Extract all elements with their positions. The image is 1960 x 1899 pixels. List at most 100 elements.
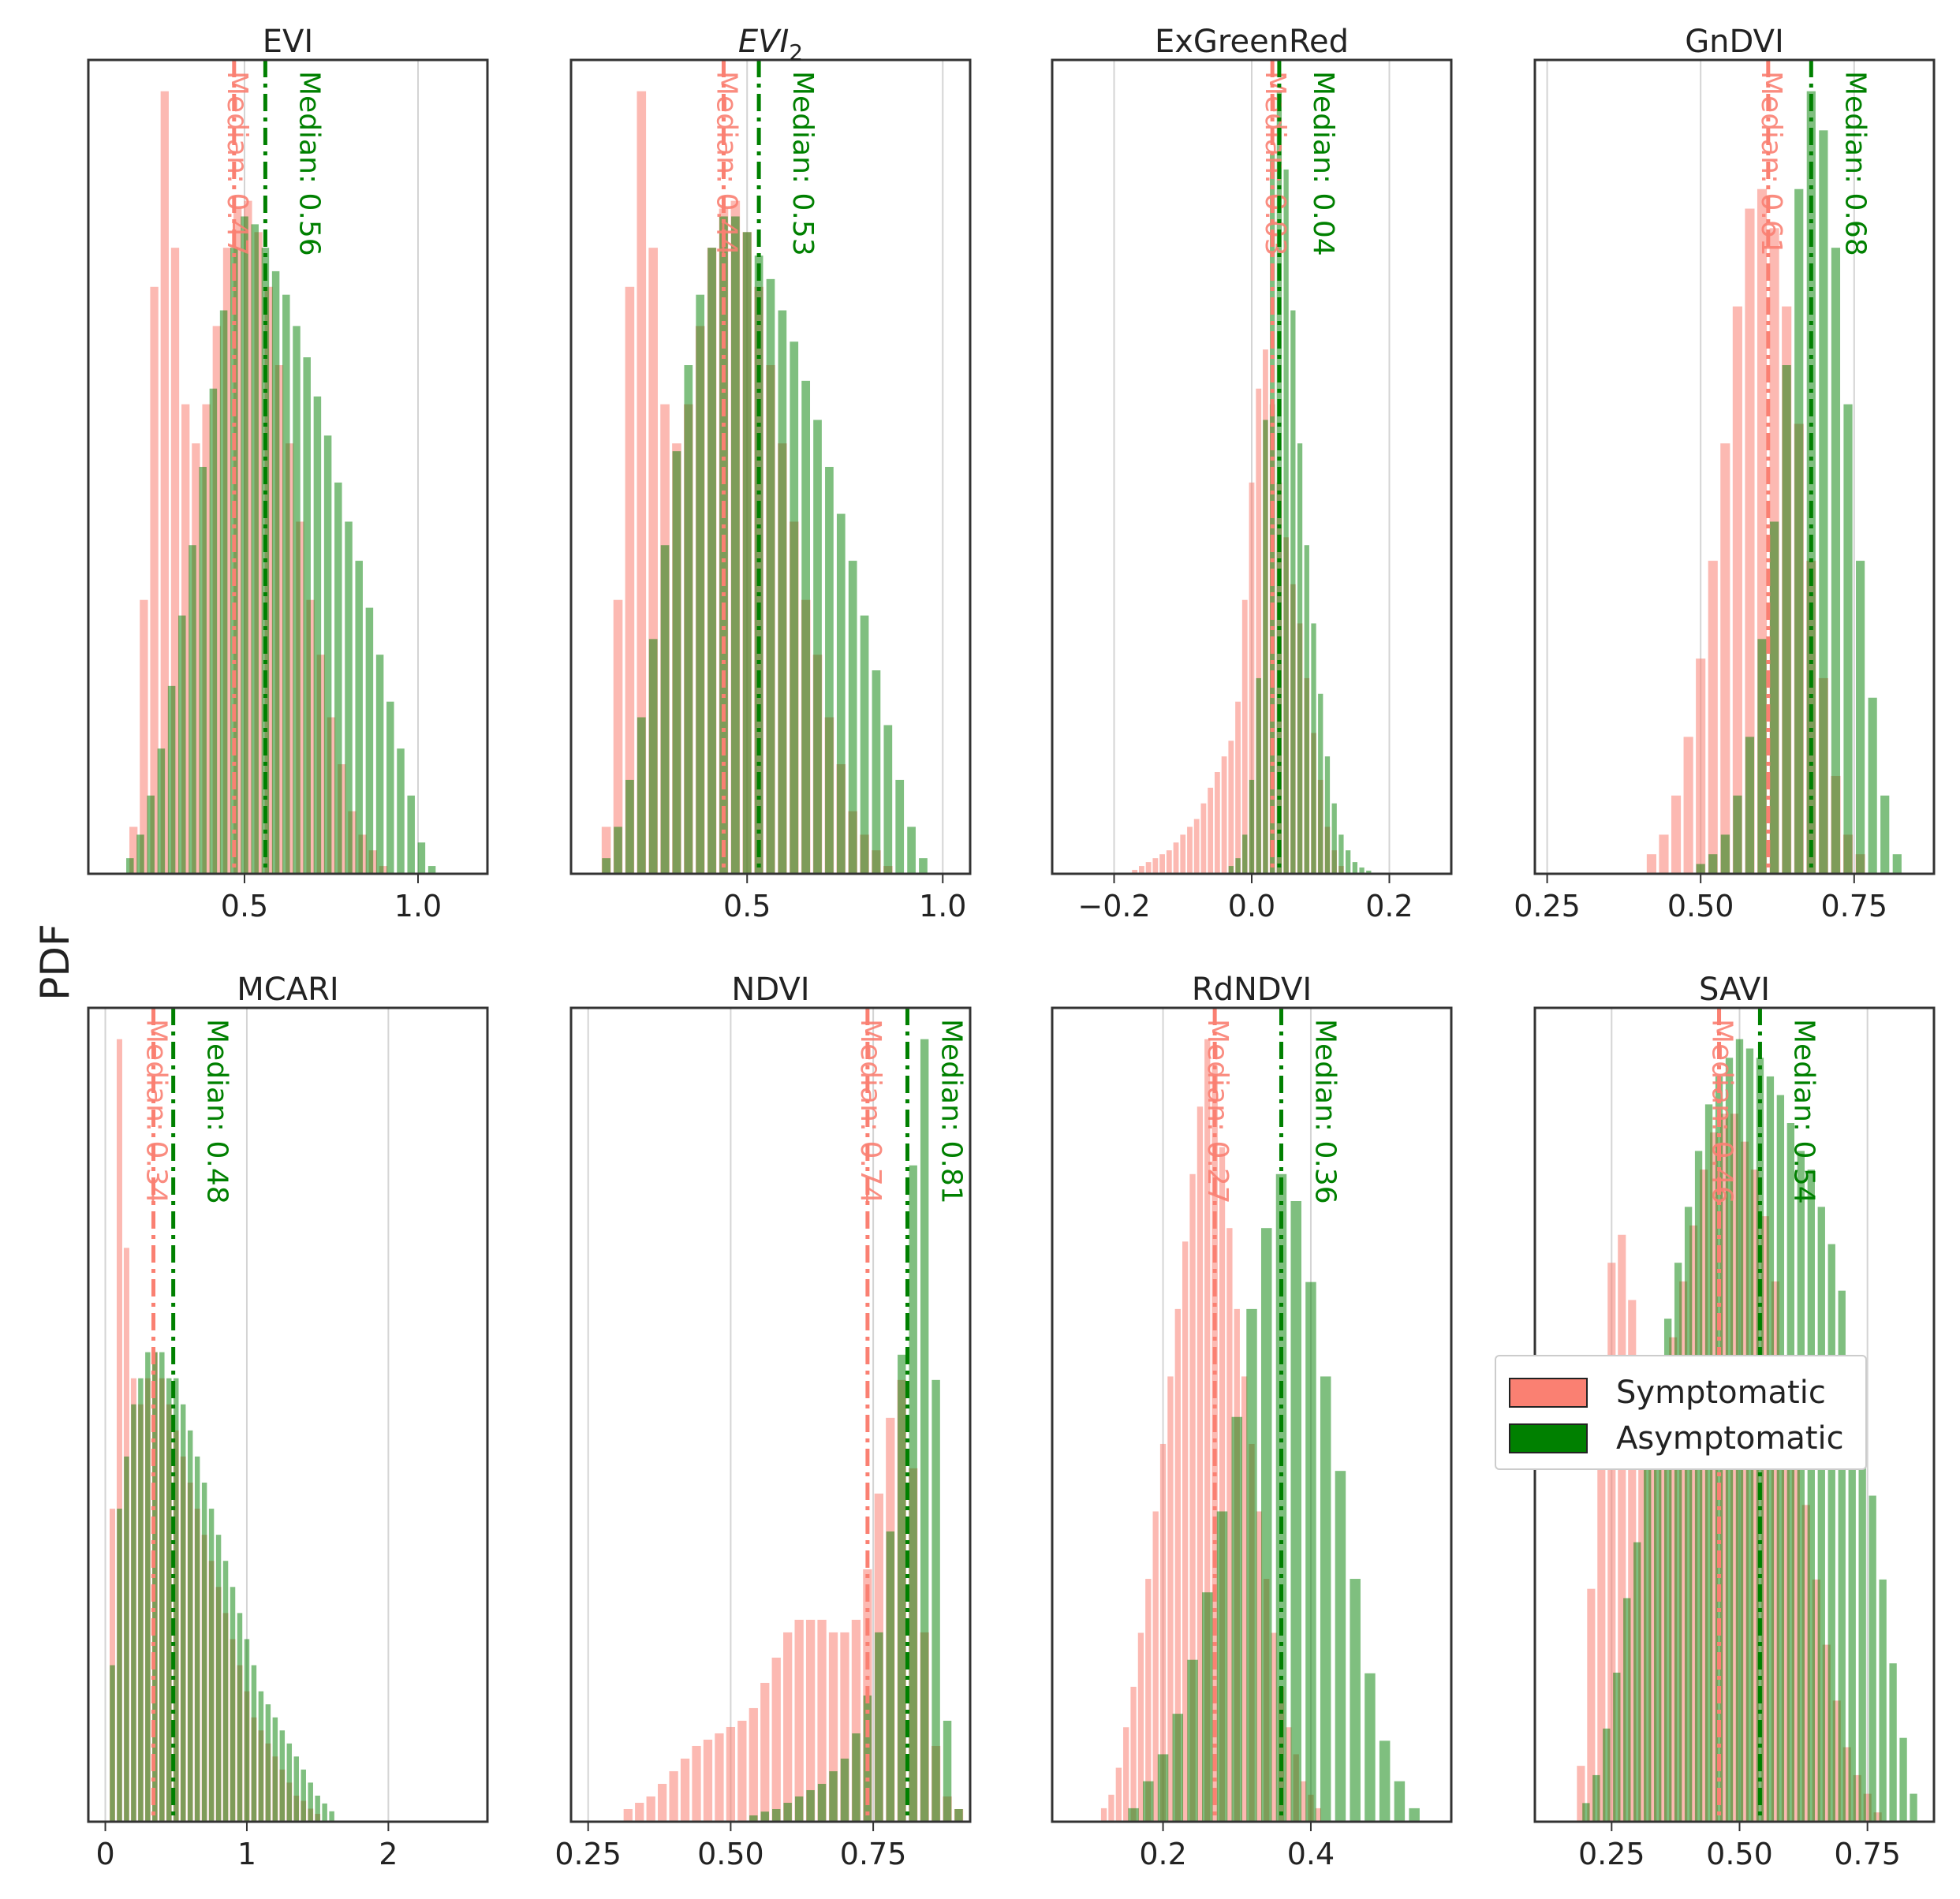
- bar-symptomatic: [1187, 826, 1193, 874]
- bar-symptomatic: [1193, 819, 1200, 874]
- subplot-title: EVI: [263, 24, 313, 60]
- x-tick-label: 0.5: [723, 889, 771, 923]
- bar-asymptomatic: [783, 1802, 792, 1822]
- bar-symptomatic: [1235, 701, 1241, 874]
- bar-asymptomatic: [201, 1483, 207, 1822]
- bar-asymptomatic: [417, 842, 426, 874]
- bar-asymptomatic: [1869, 1495, 1876, 1822]
- bar-asymptomatic: [375, 655, 384, 874]
- median-label-asymptomatic: Median: 0.36: [1309, 1019, 1341, 1204]
- median-label-symptomatic: Median: 0.03: [1259, 71, 1291, 256]
- bar-symptomatic: [817, 1619, 827, 1822]
- bar-asymptomatic: [895, 779, 905, 874]
- bar-asymptomatic: [334, 482, 342, 874]
- bar-asymptomatic: [801, 380, 811, 874]
- axes-frame: [569, 58, 972, 875]
- bar-symptomatic: [1152, 858, 1159, 874]
- subplot-title: MCARI: [237, 972, 338, 1008]
- bar-symptomatic: [160, 91, 169, 874]
- bar-symptomatic: [1189, 1173, 1196, 1822]
- bar-asymptomatic: [954, 1808, 963, 1822]
- bar-asymptomatic: [147, 795, 155, 874]
- bar-asymptomatic: [1290, 1200, 1301, 1822]
- bar-symptomatic: [1740, 1141, 1749, 1822]
- axes-frame: [1533, 58, 1936, 875]
- bar-asymptomatic: [794, 1796, 804, 1822]
- bar-asymptomatic: [1720, 834, 1730, 874]
- bar-asymptomatic: [1242, 834, 1248, 874]
- bar-asymptomatic: [1216, 1511, 1228, 1822]
- bar-asymptomatic: [1831, 248, 1841, 875]
- bar-asymptomatic: [365, 607, 374, 874]
- bar-symptomatic: [1750, 1170, 1760, 1822]
- bar-symptomatic: [1271, 1632, 1277, 1822]
- bar-symptomatic: [1659, 1383, 1667, 1822]
- bar-symptomatic: [1208, 787, 1214, 874]
- bar-asymptomatic: [1633, 1542, 1641, 1822]
- x-tick-label: 0.50: [1667, 889, 1734, 923]
- legend-swatch-asymptomatic: [1509, 1423, 1588, 1453]
- bar-asymptomatic: [323, 435, 332, 874]
- bar-asymptomatic: [707, 248, 716, 875]
- median-label-symptomatic: Median: 0.74: [854, 1019, 887, 1204]
- x-tick-label: 0.50: [1706, 1837, 1773, 1871]
- x-tick-label: −0.2: [1077, 889, 1150, 923]
- legend-label-symptomatic: Symptomatic: [1616, 1375, 1826, 1411]
- bar-symptomatic: [1577, 1766, 1585, 1822]
- median-label-asymptomatic: Median: 0.54: [1787, 1019, 1820, 1204]
- bar-symptomatic: [1145, 1579, 1152, 1822]
- bar-symptomatic: [1167, 1376, 1174, 1822]
- bar-asymptomatic: [754, 256, 763, 875]
- bar-asymptomatic: [355, 561, 363, 874]
- bar-asymptomatic: [1786, 1123, 1795, 1822]
- bar-asymptomatic: [219, 310, 228, 874]
- bar-asymptomatic: [1892, 854, 1902, 874]
- bar-asymptomatic: [778, 310, 787, 874]
- bar-asymptomatic: [840, 1758, 849, 1822]
- bar-symptomatic: [1791, 1430, 1800, 1822]
- x-tick-label: 0.25: [1578, 1837, 1645, 1871]
- bar-asymptomatic: [1366, 871, 1372, 874]
- bar-symptomatic: [794, 1619, 804, 1822]
- bar-asymptomatic: [684, 365, 693, 874]
- subplot-title: NDVI: [731, 972, 809, 1008]
- bar-symptomatic: [116, 1039, 122, 1822]
- bar-symptomatic: [1166, 850, 1172, 874]
- bar-asymptomatic: [1305, 1282, 1316, 1822]
- axes-frame: [1051, 1006, 1453, 1823]
- bar-symptomatic: [1145, 862, 1152, 874]
- bar-asymptomatic: [1603, 1728, 1611, 1822]
- bar-asymptomatic: [860, 615, 869, 874]
- subplot-title: RdNDVI: [1192, 972, 1312, 1008]
- bar-asymptomatic: [1757, 639, 1767, 874]
- bar-asymptomatic: [1889, 1663, 1897, 1822]
- bar-symptomatic: [1221, 756, 1227, 874]
- bar-symptomatic: [1842, 1747, 1851, 1822]
- bar-symptomatic: [635, 1802, 644, 1822]
- bar-asymptomatic: [1297, 443, 1303, 874]
- bar-asymptomatic: [386, 701, 394, 874]
- subplot-title: ExGreenRed: [1155, 24, 1349, 60]
- bar-asymptomatic: [222, 1561, 229, 1822]
- bar-asymptomatic: [1827, 1244, 1835, 1822]
- legend-label-asymptomatic: Asymptomatic: [1616, 1420, 1844, 1457]
- bar-symptomatic: [805, 1619, 816, 1822]
- bar-asymptomatic: [813, 420, 822, 874]
- median-label-asymptomatic: Median: 0.81: [935, 1019, 967, 1204]
- bar-symptomatic: [129, 826, 138, 874]
- bar-symptomatic: [1679, 1281, 1688, 1822]
- x-tick-label: 2: [379, 1837, 398, 1871]
- bar-symptomatic: [623, 1808, 633, 1822]
- bar-asymptomatic: [749, 1815, 758, 1822]
- bar-asymptomatic: [772, 1808, 781, 1822]
- bar-asymptomatic: [766, 278, 775, 874]
- bar-symptomatic: [1659, 834, 1669, 874]
- bar-asymptomatic: [909, 1165, 917, 1822]
- bar-asymptomatic: [648, 639, 658, 874]
- bar-asymptomatic: [1157, 1754, 1169, 1822]
- median-label-asymptomatic: Median: 0.56: [293, 71, 325, 256]
- bar-symptomatic: [1597, 1356, 1606, 1822]
- bar-symptomatic: [1638, 1356, 1647, 1822]
- median-label-asymptomatic: Median: 0.68: [1839, 71, 1871, 256]
